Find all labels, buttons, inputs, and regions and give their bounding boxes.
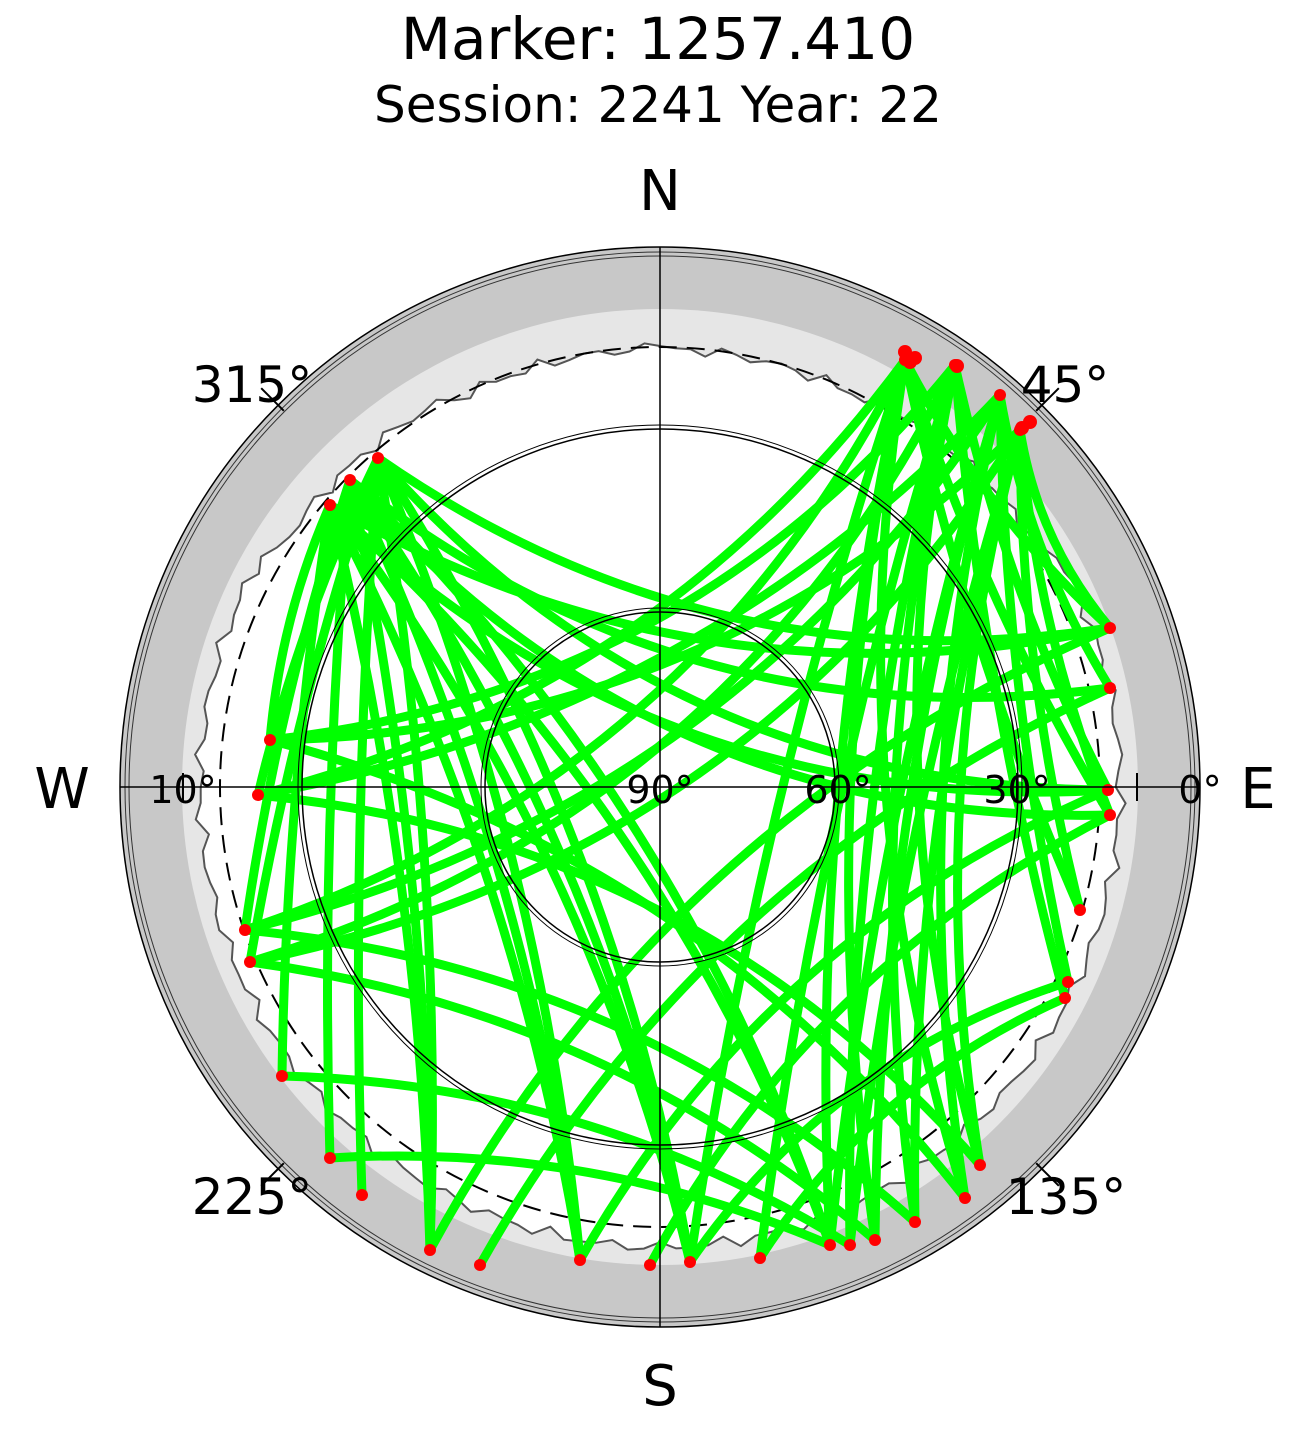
track-line-31 <box>1015 425 1085 915</box>
track-line-60 <box>240 925 920 1227</box>
track-line-53 <box>325 500 1113 797</box>
compass-east-label: E <box>1240 757 1275 822</box>
track-line-35 <box>373 453 1115 646</box>
track-endpoint <box>644 1259 656 1271</box>
track-line-36 <box>373 453 1113 795</box>
track-endpoint <box>1102 784 1114 796</box>
track-endpoint <box>844 1239 856 1251</box>
track-endpoint <box>1104 809 1116 821</box>
track-line-67 <box>755 993 1070 1263</box>
compass-north-label: N <box>639 159 681 224</box>
track-line-0 <box>685 355 910 1267</box>
track-line-28 <box>245 425 1025 967</box>
elevation-label-10: 10° <box>149 768 216 812</box>
azimuth-label-225: 225° <box>192 1168 312 1226</box>
track-endpoint <box>276 1070 288 1082</box>
track-endpoint <box>1104 622 1116 634</box>
track-endpoint <box>252 789 264 801</box>
compass-south-label: S <box>642 1354 678 1419</box>
track-line-13 <box>265 360 960 745</box>
azimuth-label-315: 315° <box>192 356 312 414</box>
track-endpoint <box>356 1189 368 1201</box>
track-line-62 <box>245 957 880 1245</box>
azimuth-tick-315 <box>260 387 285 412</box>
track-endpoint <box>684 1256 696 1268</box>
track-endpoint <box>869 1234 881 1246</box>
track-endpoint <box>239 924 251 936</box>
azimuth-label-135: 135° <box>1006 1168 1126 1226</box>
track-endpoint <box>264 734 276 746</box>
track-line-66 <box>325 1151 835 1250</box>
azimuth-tick-225 <box>260 1162 285 1187</box>
elevation-label-30: 30° <box>983 768 1050 812</box>
track-endpoint <box>909 1216 921 1228</box>
grid-layer <box>120 247 1200 1327</box>
track-line-54 <box>265 500 335 745</box>
track-endpoint <box>824 1239 836 1251</box>
azimuth-label-45: 45° <box>1021 356 1110 414</box>
track-endpoint <box>950 359 964 373</box>
track-line-26 <box>953 425 1025 1170</box>
chart-title: Marker: 1257.410 <box>400 5 916 73</box>
track-line-55 <box>277 500 335 1081</box>
track-endpoint <box>1104 682 1116 694</box>
azimuth-tick-45 <box>1035 387 1060 412</box>
elevation-label-60: 60° <box>804 768 871 812</box>
track-endpoint <box>1059 992 1071 1004</box>
track-endpoint <box>1062 976 1074 988</box>
track-endpoint <box>372 452 384 464</box>
track-endpoint <box>424 1244 436 1256</box>
track-line-2 <box>844 355 910 1245</box>
track-endpoint <box>324 499 336 511</box>
azimuth-tick-135 <box>1035 1162 1060 1187</box>
track-line-63 <box>645 810 1115 1270</box>
track-line-58 <box>265 735 970 1203</box>
track-endpoint <box>959 1192 971 1204</box>
track-line-44 <box>345 475 1115 703</box>
track-line-61 <box>575 785 1113 1265</box>
track-endpoint <box>754 1252 766 1264</box>
elevation-label-90: 90° <box>626 768 693 812</box>
track-line-64 <box>277 1071 855 1250</box>
compass-west-label: W <box>34 757 89 822</box>
track-line-30 <box>1015 425 1115 820</box>
track-line-21 <box>240 390 1005 935</box>
track-line-52 <box>325 500 1115 658</box>
track-endpoint <box>474 1259 486 1271</box>
track-endpoint <box>324 1152 336 1164</box>
track-layer <box>239 345 1116 1271</box>
label-layer: N S W E 45° 135° 225° 315° 90° 60° 30° 0… <box>34 159 1275 1419</box>
track-endpoint <box>908 351 922 365</box>
track-line-46 <box>240 475 355 935</box>
track-endpoint <box>344 474 356 486</box>
elevation-label-0: 0° <box>1178 768 1221 812</box>
track-line-48 <box>325 500 435 1255</box>
track-endpoint <box>1023 415 1037 429</box>
track-line-57 <box>425 623 1115 1255</box>
track-endpoint <box>244 956 256 968</box>
track-line-59 <box>475 683 1115 1270</box>
chart-subtitle: Session: 2241 Year: 22 <box>374 76 942 134</box>
track-endpoint <box>1074 904 1086 916</box>
track-endpoint <box>574 1254 586 1266</box>
track-endpoint <box>994 389 1006 401</box>
track-endpoint <box>974 1159 986 1171</box>
